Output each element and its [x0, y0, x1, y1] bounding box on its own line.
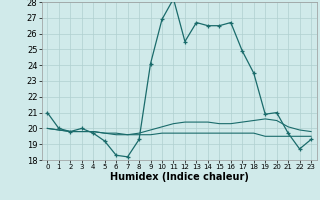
X-axis label: Humidex (Indice chaleur): Humidex (Indice chaleur)	[110, 172, 249, 182]
